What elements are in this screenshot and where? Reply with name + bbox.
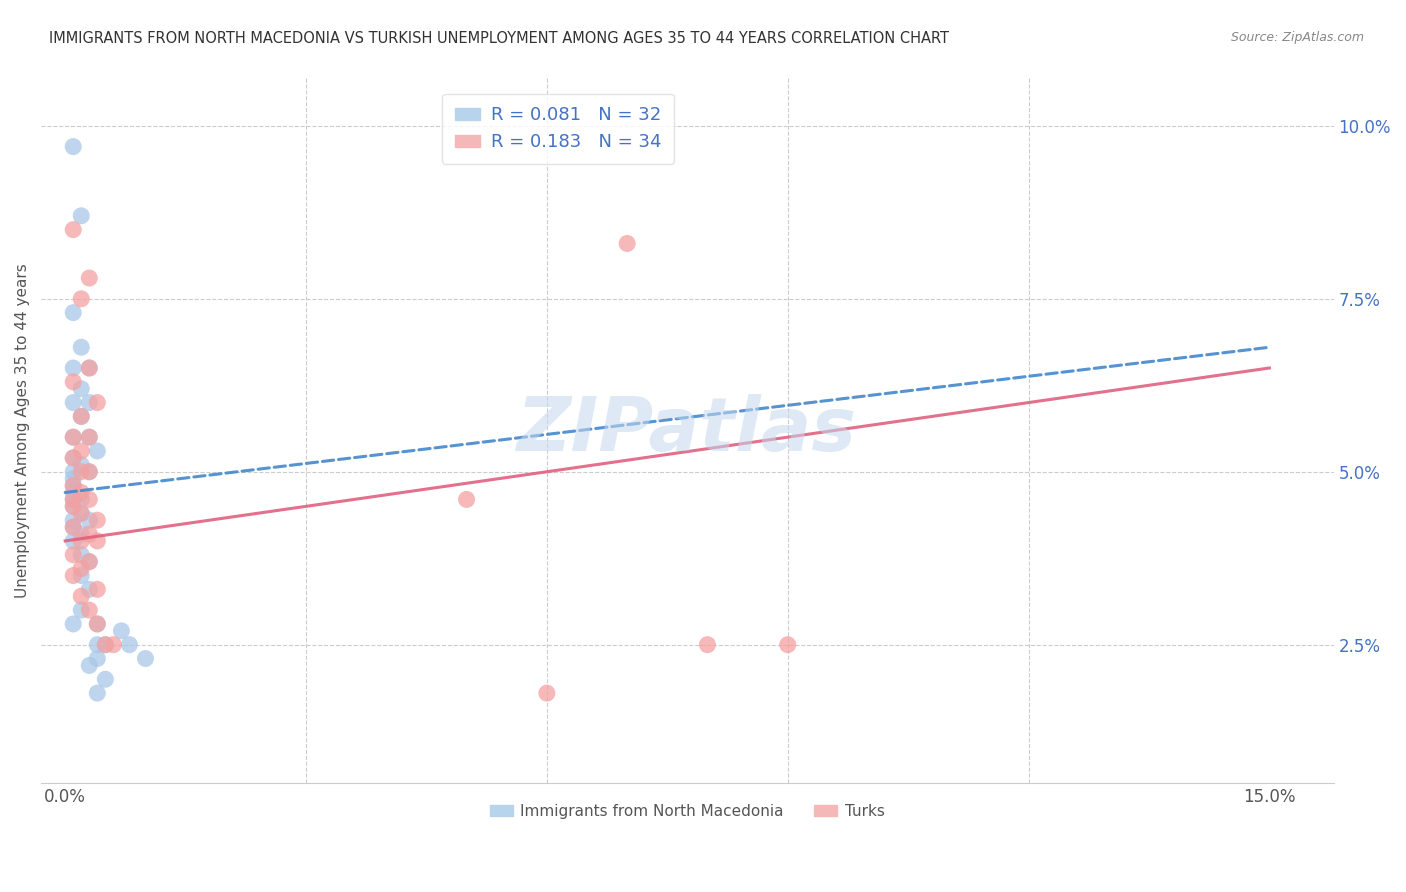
Point xyxy=(776,638,799,652)
Point xyxy=(62,305,84,319)
Point xyxy=(77,492,100,507)
Point xyxy=(62,485,84,500)
Point xyxy=(616,236,638,251)
Point xyxy=(62,616,84,631)
Point xyxy=(86,686,108,700)
Point xyxy=(70,533,93,548)
Point xyxy=(77,603,100,617)
Point xyxy=(70,492,93,507)
Point xyxy=(86,513,108,527)
Point xyxy=(62,222,84,236)
Text: ZIPatlas: ZIPatlas xyxy=(517,393,858,467)
Point xyxy=(62,492,84,507)
Point xyxy=(70,506,93,520)
Point xyxy=(70,209,93,223)
Text: Source: ZipAtlas.com: Source: ZipAtlas.com xyxy=(1230,31,1364,45)
Point xyxy=(62,430,84,444)
Point xyxy=(70,485,93,500)
Point xyxy=(70,382,93,396)
Point xyxy=(94,638,117,652)
Point xyxy=(62,465,84,479)
Point xyxy=(70,292,93,306)
Point xyxy=(62,500,84,514)
Point xyxy=(86,395,108,409)
Point xyxy=(62,520,84,534)
Point xyxy=(696,638,718,652)
Point xyxy=(77,430,100,444)
Point xyxy=(70,409,93,424)
Point xyxy=(110,624,132,638)
Point xyxy=(86,533,108,548)
Point xyxy=(77,555,100,569)
Point xyxy=(62,520,84,534)
Point xyxy=(77,361,100,376)
Point xyxy=(62,450,84,465)
Point xyxy=(86,616,108,631)
Point xyxy=(70,589,93,603)
Point xyxy=(77,513,100,527)
Point xyxy=(77,395,100,409)
Point xyxy=(70,568,93,582)
Point xyxy=(62,450,84,465)
Point xyxy=(94,673,117,687)
Point xyxy=(77,582,100,597)
Point xyxy=(62,361,84,376)
Point xyxy=(77,527,100,541)
Point xyxy=(70,506,93,520)
Legend: Immigrants from North Macedonia, Turks: Immigrants from North Macedonia, Turks xyxy=(484,797,891,825)
Point xyxy=(118,638,141,652)
Point xyxy=(77,465,100,479)
Point xyxy=(62,472,84,486)
Point xyxy=(62,139,84,153)
Point xyxy=(70,409,93,424)
Point xyxy=(62,533,84,548)
Point xyxy=(70,458,93,472)
Y-axis label: Unemployment Among Ages 35 to 44 years: Unemployment Among Ages 35 to 44 years xyxy=(15,263,30,598)
Point xyxy=(77,271,100,285)
Point xyxy=(62,430,84,444)
Point xyxy=(77,658,100,673)
Point xyxy=(103,638,125,652)
Point xyxy=(62,478,84,492)
Point xyxy=(70,444,93,458)
Point xyxy=(536,686,558,700)
Point xyxy=(62,375,84,389)
Point xyxy=(77,465,100,479)
Point xyxy=(62,492,84,507)
Point xyxy=(77,430,100,444)
Point xyxy=(134,651,156,665)
Point xyxy=(62,568,84,582)
Point xyxy=(86,444,108,458)
Point xyxy=(70,340,93,354)
Point xyxy=(86,638,108,652)
Point xyxy=(77,361,100,376)
Point xyxy=(86,651,108,665)
Point xyxy=(70,548,93,562)
Point xyxy=(70,465,93,479)
Point xyxy=(62,548,84,562)
Point xyxy=(77,555,100,569)
Point xyxy=(456,492,478,507)
Point xyxy=(62,478,84,492)
Point xyxy=(70,561,93,575)
Point xyxy=(62,395,84,409)
Point xyxy=(86,582,108,597)
Point xyxy=(62,500,84,514)
Point xyxy=(70,527,93,541)
Text: IMMIGRANTS FROM NORTH MACEDONIA VS TURKISH UNEMPLOYMENT AMONG AGES 35 TO 44 YEAR: IMMIGRANTS FROM NORTH MACEDONIA VS TURKI… xyxy=(49,31,949,46)
Point xyxy=(62,513,84,527)
Point xyxy=(70,603,93,617)
Point xyxy=(86,616,108,631)
Point xyxy=(94,638,117,652)
